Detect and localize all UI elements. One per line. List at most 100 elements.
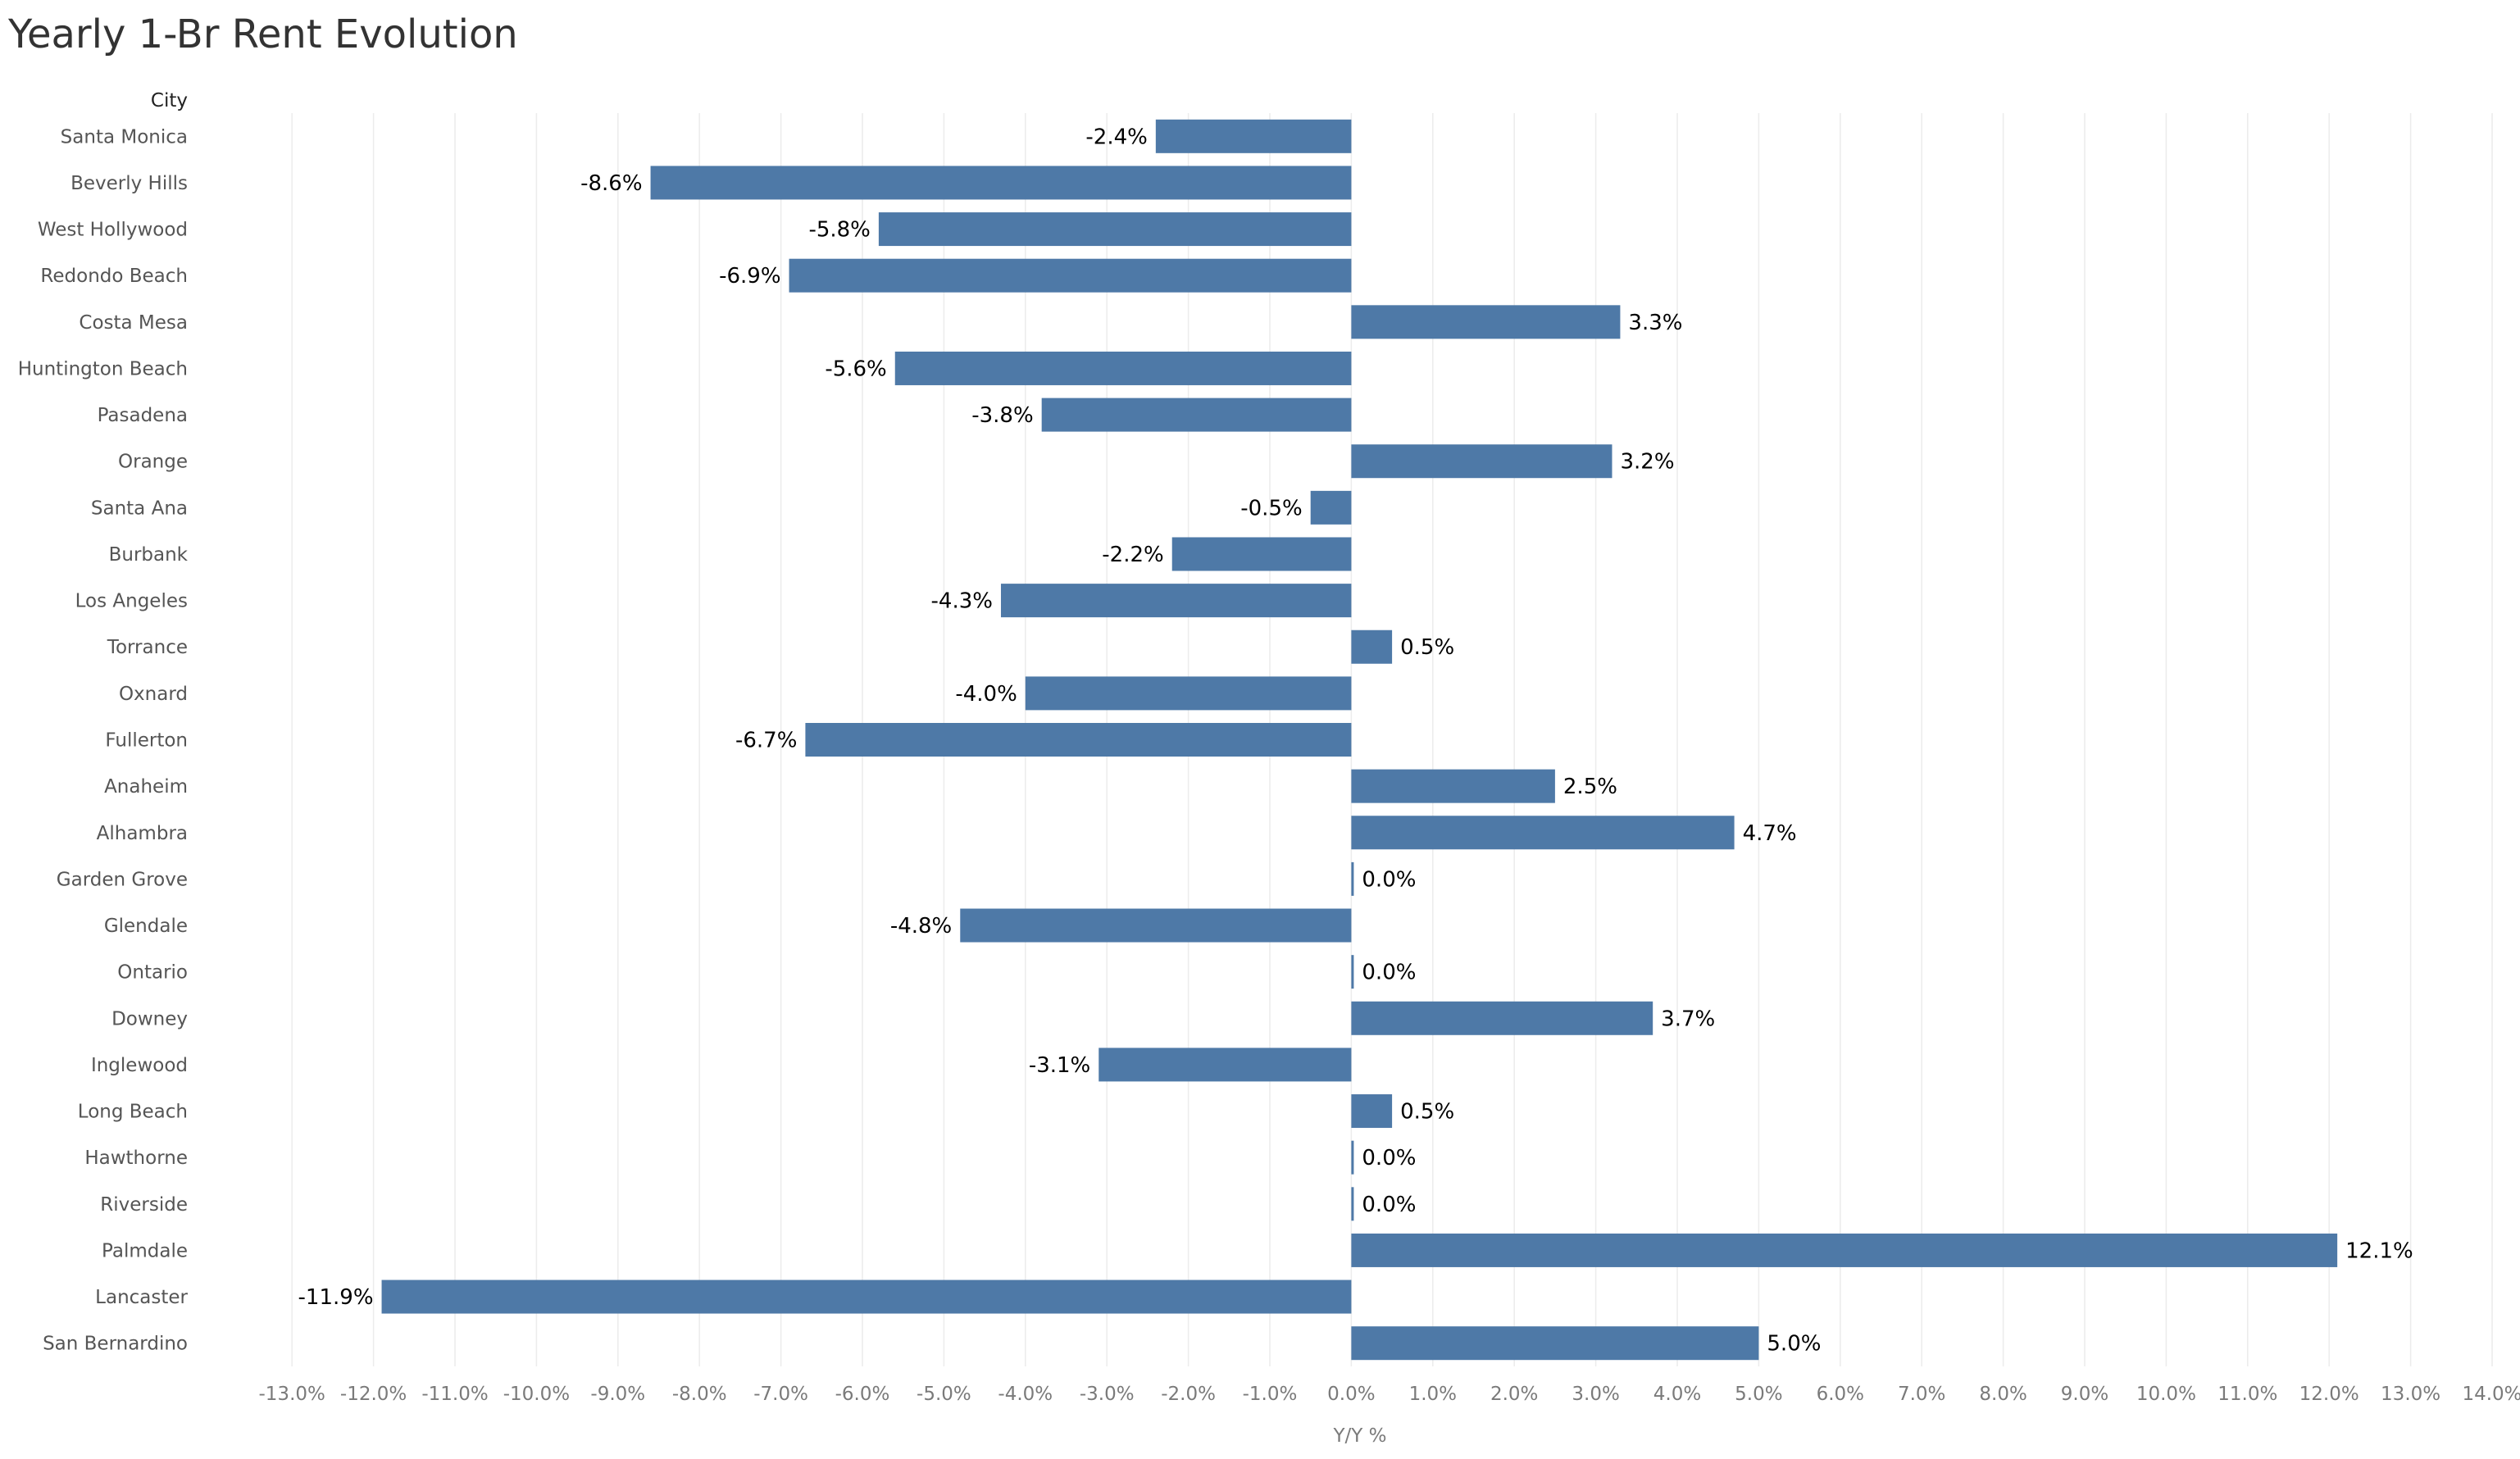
data-label: -2.2% (1102, 543, 1163, 567)
category-label: Hawthorne (84, 1148, 188, 1169)
chart-title: Yearly 1-Br Rent Evolution (8, 11, 518, 57)
bar (650, 166, 1352, 200)
data-label: 3.2% (1620, 450, 1674, 475)
bar (1351, 816, 1735, 850)
x-tick-label: 8.0% (1979, 1384, 2026, 1405)
x-tick-label: 13.0% (2381, 1384, 2440, 1405)
data-label: -3.8% (971, 403, 1033, 428)
category-label: Orange (118, 452, 188, 473)
x-tick-label: 9.0% (2061, 1384, 2108, 1405)
x-tick-label: -9.0% (590, 1384, 645, 1405)
data-label: 0.5% (1400, 635, 1454, 660)
data-label: -5.6% (825, 357, 886, 381)
category-label: Alhambra (97, 823, 188, 844)
category-label: Santa Ana (91, 498, 188, 519)
data-label: 3.7% (1661, 1007, 1715, 1031)
data-label: -3.1% (1029, 1053, 1090, 1078)
x-tick-label: 0.0% (1327, 1384, 1375, 1405)
data-label: 0.0% (1362, 1193, 1416, 1217)
data-label: 0.5% (1400, 1100, 1454, 1125)
category-label: Torrance (107, 637, 188, 658)
bar (960, 908, 1352, 943)
bar (1041, 398, 1352, 432)
bar (894, 351, 1352, 385)
x-tick-label: 6.0% (1817, 1384, 1864, 1405)
bar (878, 212, 1352, 247)
bar (1351, 861, 1354, 896)
x-tick-label: -1.0% (1243, 1384, 1298, 1405)
x-tick-label: -3.0% (1080, 1384, 1135, 1405)
category-label: Santa Monica (61, 126, 188, 148)
category-label: Palmdale (102, 1240, 188, 1261)
category-label: Glendale (104, 916, 188, 937)
x-tick-label: -12.0% (340, 1384, 407, 1405)
x-tick-labels: -13.0% -12.0% -11.0% -10.0% -9.0% -8.0% -7.0% -… (259, 1384, 2520, 1405)
category-label: Long Beach (78, 1102, 188, 1123)
x-tick-label: -7.0% (753, 1384, 808, 1405)
category-label: Los Angeles (75, 591, 188, 612)
data-label: -11.9% (298, 1285, 374, 1310)
category-label: Pasadena (98, 405, 188, 426)
bar (1351, 630, 1393, 664)
x-tick-label: 14.0% (2462, 1384, 2520, 1405)
x-tick-label: -2.0% (1161, 1384, 1216, 1405)
x-axis-title: Y/Y % (1332, 1425, 1386, 1447)
category-label: Inglewood (91, 1055, 188, 1076)
category-label: Ontario (117, 962, 188, 984)
bar (1351, 955, 1354, 989)
bar (1351, 769, 1555, 803)
category-label: Lancaster (95, 1287, 188, 1308)
x-tick-label: -8.0% (672, 1384, 727, 1405)
data-label: -4.0% (955, 682, 1017, 707)
category-label: Burbank (109, 544, 189, 566)
bar (1025, 676, 1352, 711)
bar (1351, 1094, 1393, 1129)
data-label: -0.5% (1240, 496, 1302, 520)
category-axis-title: City (151, 90, 188, 111)
category-labels: Santa Monica Beverly Hills West Hollywood R… (18, 126, 189, 1354)
bar (1351, 1326, 1759, 1361)
data-label: 0.0% (1362, 1146, 1416, 1170)
category-label: Downey (111, 1008, 188, 1029)
data-label: -4.8% (890, 914, 952, 939)
category-label: Fullerton (105, 730, 188, 752)
data-label: -4.3% (931, 589, 993, 614)
category-label: Anaheim (104, 776, 188, 798)
x-tick-label: -11.0% (421, 1384, 488, 1405)
bar (381, 1279, 1352, 1314)
category-label: Riverside (100, 1194, 188, 1216)
data-label: -5.8% (808, 218, 870, 243)
data-label: 5.0% (1767, 1332, 1821, 1357)
x-tick-label: 4.0% (1653, 1384, 1701, 1405)
category-label: Redondo Beach (40, 266, 188, 287)
bar (1310, 490, 1352, 525)
data-label: 4.7% (1743, 821, 1797, 846)
category-label: San Bernardino (43, 1334, 188, 1355)
x-tick-label: -6.0% (835, 1384, 890, 1405)
x-tick-label: 7.0% (1898, 1384, 1945, 1405)
bar (805, 723, 1352, 757)
data-label: 0.0% (1362, 867, 1416, 892)
category-label: West Hollywood (38, 220, 188, 241)
x-tick-label: -10.0% (503, 1384, 570, 1405)
x-tick-label: -5.0% (917, 1384, 971, 1405)
bar (1351, 1233, 2338, 1267)
bar (789, 258, 1352, 293)
category-label: Huntington Beach (18, 358, 188, 380)
data-label: 12.1% (2345, 1239, 2413, 1263)
bar (1351, 1140, 1354, 1175)
x-tick-label: 1.0% (1409, 1384, 1457, 1405)
value-labels: -2.4% -8.6% -5.8% -6.9% 3.3% -5.6% -3.8% 3.2% -0… (298, 125, 2413, 1356)
category-label: Costa Mesa (79, 312, 188, 334)
category-label: Oxnard (119, 684, 188, 705)
bar (1171, 537, 1352, 571)
bar (1155, 119, 1352, 153)
category-label: Garden Grove (57, 869, 188, 890)
x-tick-label: 12.0% (2299, 1384, 2359, 1405)
category-label: Beverly Hills (71, 173, 188, 194)
x-tick-label: -4.0% (998, 1384, 1053, 1405)
x-tick-label: 10.0% (2136, 1384, 2196, 1405)
gridlines (291, 113, 2493, 1367)
x-tick-label: 11.0% (2218, 1384, 2277, 1405)
